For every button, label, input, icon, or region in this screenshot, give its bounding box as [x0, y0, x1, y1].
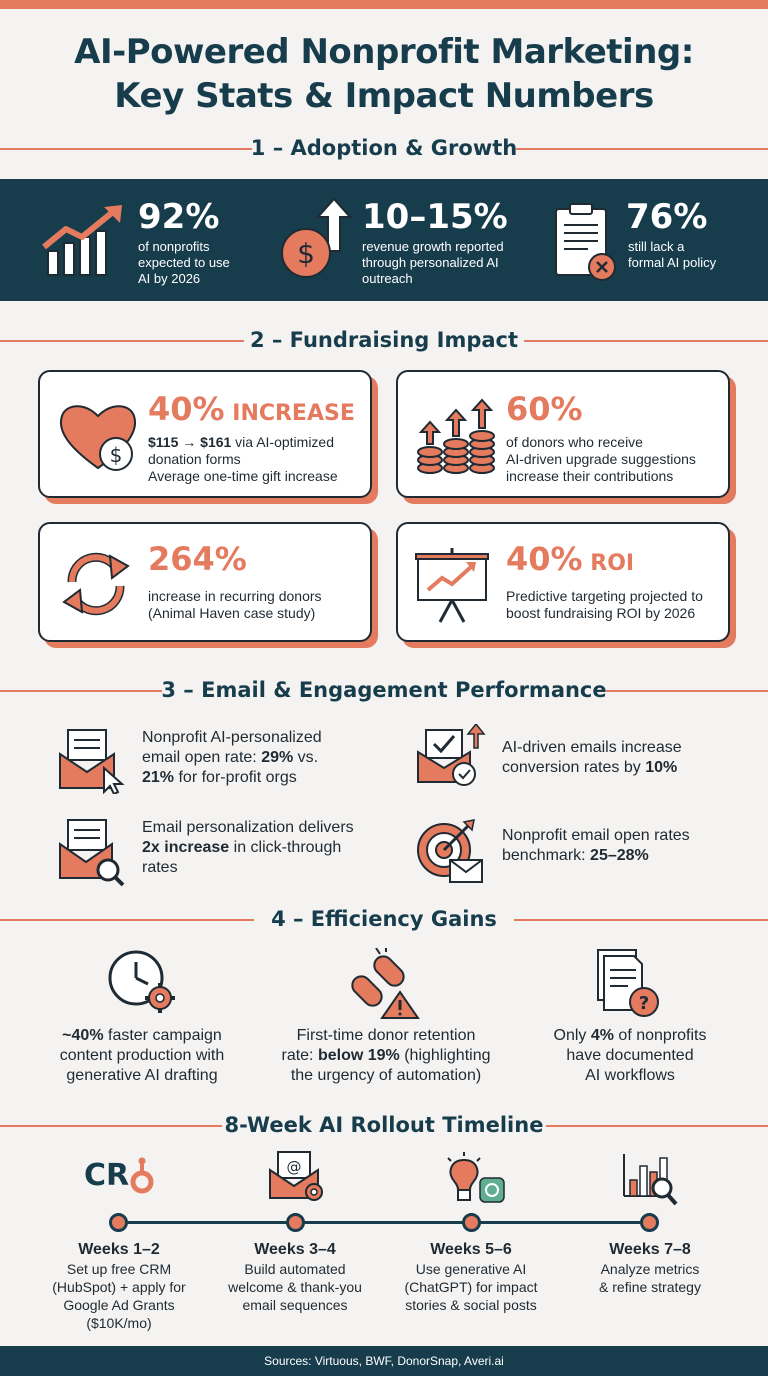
email-stat-2: AI-driven emails increase conversion rat…: [414, 724, 734, 796]
adoption-stat-line: through personalized AI: [362, 255, 499, 270]
heart-dollar-icon: $: [60, 405, 136, 471]
svg-text:$: $: [110, 443, 123, 467]
timeline-step-4: Weeks 7–8 Analyze metrics & refine strat…: [555, 1240, 745, 1296]
email-check-icon: [417, 724, 486, 786]
adoption-stat-value: 92%: [138, 197, 220, 237]
fundraising-card-1: $ 40% INCREASE $115 → $161 via AI-optimi…: [38, 370, 372, 498]
clock-gear-icon: [108, 950, 175, 1013]
section-heading-adoption: 1 – Adoption & Growth: [0, 133, 768, 163]
chart-magnifier-icon: [623, 1154, 678, 1206]
svg-text:@: @: [287, 1158, 302, 1176]
adoption-stat-1: 92% of nonprofits expected to use AI by …: [0, 179, 256, 301]
email-stat-1: Nonprofit AI-personalized email open rat…: [56, 724, 386, 796]
svg-text:?: ?: [639, 993, 649, 1014]
coins-up-arrows-icon: [417, 398, 495, 474]
title-line-2: Key Stats & Impact Numbers: [114, 76, 654, 116]
section-heading-fundraising: 2 – Fundraising Impact: [0, 325, 768, 355]
timeline-dot: [109, 1213, 128, 1232]
document-question-icon: ?: [597, 949, 659, 1017]
email-stat-3: Email personalization delivers 2x increa…: [56, 814, 386, 887]
fundraising-card-3: 264% increase in recurring donors (Anima…: [38, 522, 372, 642]
adoption-stat-line: of nonprofits: [138, 239, 210, 254]
email-gear-icon: @: [269, 1151, 323, 1201]
adoption-stat-line: outreach: [362, 271, 413, 286]
timeline-step-2: Weeks 3–4 Build automated welcome & than…: [200, 1240, 390, 1314]
target-email-icon: [417, 819, 483, 883]
adoption-stat-value: 76%: [626, 197, 708, 237]
fundraising-stat: 264%: [148, 540, 247, 578]
efficiency-stat-1: ~40% faster campaign content production …: [36, 948, 248, 1088]
clipboard-x-icon: [555, 203, 616, 281]
page-title: AI-Powered Nonprofit Marketing: Key Stat…: [0, 30, 768, 118]
section-heading-efficiency: 4 – Efficiency Gains: [0, 904, 768, 934]
title-line-1: AI-Powered Nonprofit Marketing:: [74, 32, 694, 72]
section-heading-email: 3 – Email & Engagement Performance: [0, 675, 768, 705]
adoption-stat-line: revenue growth reported: [362, 239, 504, 254]
section-heading-timeline: 8-Week AI Rollout Timeline: [0, 1110, 768, 1140]
email-magnifier-icon: [59, 819, 125, 887]
timeline-line: [118, 1221, 650, 1224]
adoption-band: 92% of nonprofits expected to use AI by …: [0, 179, 768, 301]
fundraising-stat: 40% INCREASE: [148, 390, 355, 428]
bar-chart-growth-icon: [42, 205, 122, 276]
fundraising-stat: 40% ROI: [506, 540, 635, 578]
timeline-weeks: Weeks 5–6: [430, 1241, 512, 1258]
adoption-stat-3: 76% still lack a formal AI policy: [536, 179, 768, 301]
timeline-weeks: Weeks 1–2: [78, 1241, 160, 1258]
adoption-stat-line: formal AI policy: [628, 255, 717, 270]
dollar-up-arrow-icon: $: [281, 197, 353, 278]
timeline-step-1: Weeks 1–2 Set up free CRM (HubSpot) + ap…: [24, 1240, 214, 1332]
email-stat-4: Nonprofit email open rates benchmark: 25…: [414, 814, 734, 886]
recurring-arrows-icon: [62, 552, 130, 616]
email-cursor-icon: [59, 729, 125, 794]
efficiency-stat-3: ? Only 4% of nonprofits have documented …: [524, 948, 736, 1088]
timeline-weeks: Weeks 3–4: [254, 1241, 336, 1258]
crm-logo-icon: CR: [84, 1154, 156, 1198]
broken-chain-warning-icon: [351, 948, 420, 1019]
adoption-stat-line: still lack a: [628, 239, 685, 254]
adoption-stat-value: 10–15%: [362, 197, 508, 237]
timeline-step-3: Weeks 5–6 Use generative AI (ChatGPT) fo…: [376, 1240, 566, 1314]
adoption-stat-line: AI by 2026: [138, 271, 201, 286]
adoption-stat-2: $ 10–15% revenue growth reported through…: [256, 179, 536, 301]
fundraising-card-4: 40% ROI Predictive targeting projected t…: [396, 522, 730, 642]
timeline-dot: [462, 1213, 481, 1232]
timeline-dot: [286, 1213, 305, 1232]
adoption-stat-line: expected to use: [138, 255, 230, 270]
lightbulb-ai-icon: [447, 1152, 505, 1203]
fundraising-stat: 60%: [506, 390, 583, 428]
timeline-weeks: Weeks 7–8: [609, 1241, 691, 1258]
top-accent-bar: [0, 0, 768, 9]
svg-text:$: $: [297, 237, 315, 270]
efficiency-stat-2: First-time donor retention rate: below 1…: [272, 948, 500, 1088]
fundraising-card-2: 60% of donors who receive AI-driven upgr…: [396, 370, 730, 498]
sources-footer: Sources: Virtuous, BWF, DonorSnap, Averi…: [0, 1346, 768, 1376]
timeline-dot: [640, 1213, 659, 1232]
presentation-chart-icon: [415, 548, 489, 623]
